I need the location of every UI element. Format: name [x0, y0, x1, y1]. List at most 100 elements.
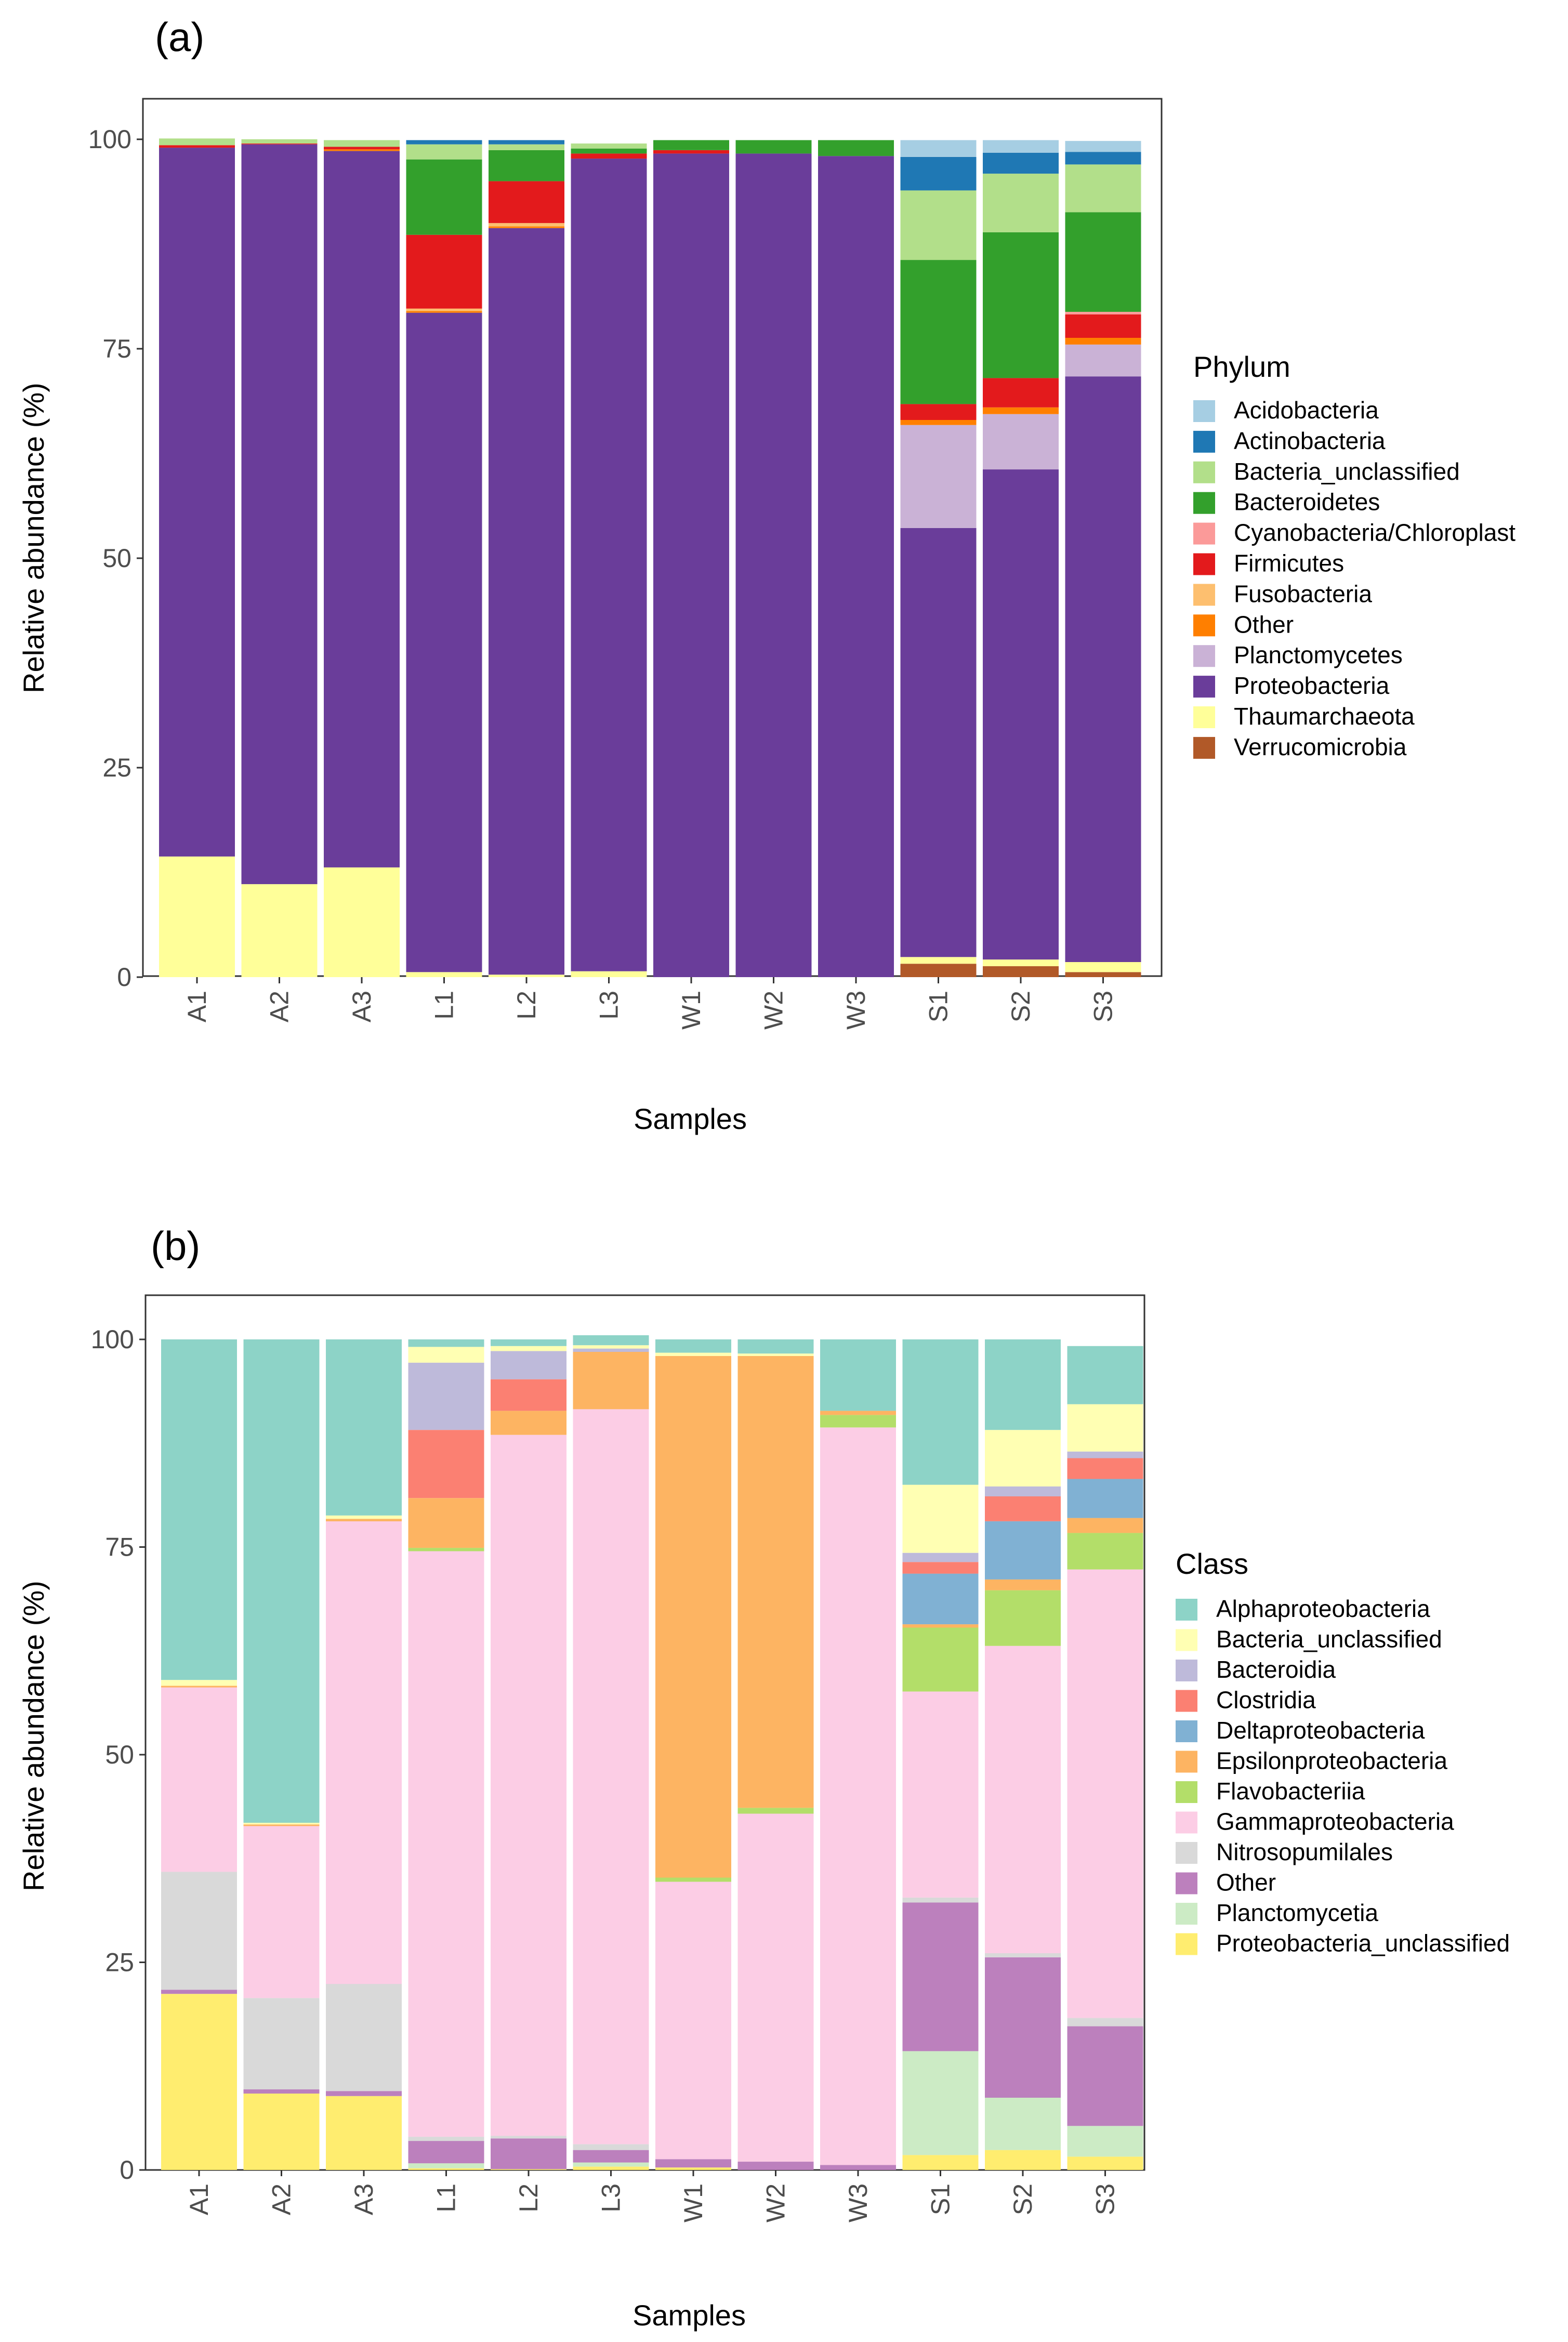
- legend-swatch-proteobacteria: [1193, 676, 1215, 698]
- bar-segment-w3-bacteroidetes: [818, 140, 894, 156]
- legend-label-flavobacteriia: Flavobacteriia: [1216, 1778, 1365, 1805]
- legend-swatch-firmicutes: [1193, 553, 1215, 575]
- legend-swatch-bacteria-unclassified: [1176, 1629, 1197, 1651]
- bar-segment-l2-nitrosopumilales: [491, 2136, 566, 2139]
- bar-segment-l3-alphaproteobacteria: [573, 1335, 649, 1346]
- y-tick-label-50: 50: [105, 1740, 134, 1769]
- bar-segment-a3-gammaproteobacteria: [326, 1521, 402, 1984]
- bar-segment-w1-firmicutes: [653, 150, 729, 154]
- legend-label-bacteria-unclassified: Bacteria_unclassified: [1234, 458, 1460, 485]
- bar-segment-s2-bacteroidetes: [983, 232, 1059, 378]
- bar-segment-s2-alphaproteobacteria: [985, 1339, 1061, 1430]
- bar-segment-s2-bacteroidia: [985, 1486, 1061, 1496]
- legend-label-epsilonproteobacteria: Epsilonproteobacteria: [1216, 1747, 1447, 1774]
- bar-segment-a3-thaumarchaeota: [324, 867, 400, 977]
- x-tick-label-w3: W3: [844, 2183, 873, 2222]
- legend-label-fusobacteria: Fusobacteria: [1234, 580, 1372, 607]
- bar-segment-s3-bacteroidetes: [1065, 212, 1141, 312]
- legend-label-planctomycetes: Planctomycetes: [1234, 641, 1403, 668]
- x-tick-label-s1: S1: [924, 991, 953, 1022]
- bar-segment-a1-bacteria-unclassified: [161, 1680, 237, 1686]
- legend-label-proteobacteria: Proteobacteria: [1234, 672, 1390, 699]
- x-tick-label-a2: A2: [265, 991, 294, 1022]
- bar-segment-w1-other: [655, 2159, 731, 2168]
- bar-segment-s3-planctomycetes: [1065, 344, 1141, 377]
- bar-segment-s2-proteobacteria-unclassified: [985, 2150, 1061, 2170]
- bar-segment-s1-thaumarchaeota: [900, 957, 977, 964]
- y-axis-title: Relative abundance (%): [17, 1581, 50, 1891]
- legend-label-nitrosopumilales: Nitrosopumilales: [1216, 1838, 1393, 1865]
- bar-segment-a3-other: [326, 2091, 402, 2096]
- y-tick-label-25: 25: [102, 753, 131, 782]
- legend-label-verrucomicrobia: Verrucomicrobia: [1234, 733, 1407, 760]
- bar-segment-l2-epsilonproteobacteria: [491, 1411, 566, 1435]
- bar-segment-a2-firmicutes: [241, 143, 318, 144]
- x-tick-label-l3: L3: [597, 2183, 626, 2213]
- bar-segment-s1-clostridia: [902, 1562, 979, 1574]
- bar-segment-s1-bacteria-unclassified: [900, 190, 977, 260]
- legend-label-actinobacteria: Actinobacteria: [1234, 427, 1386, 454]
- bar-segment-l3-planctomycetia: [573, 2162, 649, 2167]
- bar-segment-s2-acidobacteria: [983, 140, 1059, 153]
- bar-segment-s1-alphaproteobacteria: [902, 1339, 979, 1485]
- bar-segment-s3-bacteria-unclassified: [1067, 1404, 1143, 1452]
- bar-segment-s1-other: [900, 420, 977, 425]
- legend-label-proteobacteria-unclassified: Proteobacteria_unclassified: [1216, 1930, 1510, 1957]
- panel-label-b: (b): [151, 1223, 200, 1269]
- bar-segment-s3-cyanobacteria-chloroplast: [1065, 312, 1141, 314]
- bar-segment-s1-flavobacteriia: [902, 1627, 979, 1692]
- legend-label-thaumarchaeota: Thaumarchaeota: [1234, 703, 1415, 730]
- legend-swatch-actinobacteria: [1193, 430, 1215, 453]
- bar-segment-a2-proteobacteria: [241, 144, 318, 885]
- bar-segment-w1-gammaproteobacteria: [655, 1882, 731, 2160]
- y-axis-phylum: 0 25 50 75 100: [88, 125, 143, 992]
- bar-segment-l3-proteobacteria: [571, 159, 647, 971]
- bar-segment-s3-flavobacteriia: [1067, 1533, 1143, 1570]
- y-axis-class: 0 25 50 75 100: [91, 1325, 146, 2185]
- y-tick-label-0: 0: [117, 963, 131, 992]
- bars-class: [161, 1335, 1143, 2170]
- legend-swatch-planctomycetes: [1193, 645, 1215, 667]
- legend-swatch-gammaproteobacteria: [1176, 1811, 1197, 1834]
- bar-segment-l2-alphaproteobacteria: [491, 1339, 566, 1346]
- legend-swatch-verrucomicrobia: [1193, 736, 1215, 759]
- bar-segment-w3-epsilonproteobacteria: [820, 1411, 896, 1415]
- bar-segment-s3-clostridia: [1067, 1458, 1143, 1479]
- bar-segment-w1-bacteria-unclassified: [655, 1352, 731, 1356]
- bar-segment-l1-planctomycetia: [408, 2163, 484, 2168]
- bar-segment-w2-other: [737, 2162, 814, 2170]
- x-tick-label-a1: A1: [182, 991, 212, 1022]
- legend-label-bacteroidetes: Bacteroidetes: [1234, 489, 1380, 516]
- bar-segment-a3-nitrosopumilales: [326, 1984, 402, 2091]
- bar-segment-w1-flavobacteriia: [655, 1877, 731, 1882]
- legend-swatch-flavobacteriia: [1176, 1781, 1197, 1803]
- bar-segment-a3-firmicutes: [324, 147, 400, 150]
- legend-label-bacteroidia: Bacteroidia: [1216, 1656, 1336, 1683]
- bar-segment-s2-verrucomicrobia: [983, 966, 1059, 977]
- bar-segment-l3-bacteria-unclassified: [573, 1345, 649, 1349]
- bar-segment-a1-epsilonproteobacteria: [161, 1686, 237, 1688]
- x-tick-label-a3: A3: [349, 2183, 378, 2215]
- legend-swatch-epsilonproteobacteria: [1176, 1751, 1197, 1773]
- bar-segment-w3-gammaproteobacteria: [820, 1427, 896, 2165]
- bar-segment-s1-planctomycetia: [902, 2051, 979, 2155]
- bar-segment-s1-firmicutes: [900, 404, 977, 420]
- bar-segment-s3-nitrosopumilales: [1067, 2018, 1143, 2027]
- bar-segment-w1-proteobacteria: [653, 153, 729, 977]
- bar-segment-l2-firmicutes: [489, 181, 564, 223]
- bar-segment-w1-alphaproteobacteria: [655, 1339, 731, 1353]
- x-tick-label-l1: L1: [432, 2183, 461, 2213]
- bar-segment-w2-bacteria-unclassified: [737, 1353, 814, 1356]
- bar-segment-l2-bacteria-unclassified: [491, 1346, 566, 1351]
- bar-segment-s2-bacteria-unclassified: [983, 174, 1059, 232]
- bar-segment-s3-planctomycetia: [1067, 2126, 1143, 2157]
- bar-segment-l2-thaumarchaeota: [489, 975, 564, 977]
- y-tick-label-25: 25: [105, 1948, 134, 1977]
- x-axis-title: Samples: [634, 1102, 747, 1135]
- bar-segment-l1-flavobacteriia: [408, 1548, 484, 1551]
- bar-segment-w3-other: [820, 2165, 896, 2170]
- bar-segment-a2-other: [243, 2089, 320, 2094]
- legend-swatch-bacteroidia: [1176, 1660, 1197, 1681]
- bar-segment-a3-epsilonproteobacteria: [326, 1519, 402, 1521]
